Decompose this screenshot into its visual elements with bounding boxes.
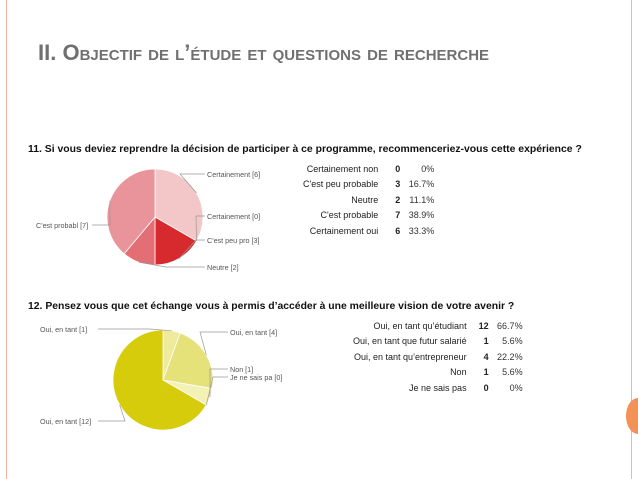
chart1-callout-1: Certainement [6]	[207, 170, 260, 179]
chart1-row4-count: 7	[395, 210, 401, 221]
chart2-leader-line-1	[98, 328, 172, 332]
table-row: Neutre 2 11.1%	[303, 192, 434, 208]
chart2-row5-count: 0	[483, 382, 489, 393]
chart1-row5-percent: 33.3%	[408, 225, 435, 236]
chart1-row1-count: 0	[395, 163, 401, 174]
chart1-pie: Certainement [6] Certainement [0] C'est …	[36, 168, 260, 272]
chart2-leader-line-5	[98, 404, 126, 422]
chart2-row5-percent: 0%	[509, 382, 523, 393]
table-row: Je ne sais pas 0 0%	[353, 380, 523, 396]
chart1-row1-percent: 0%	[421, 163, 435, 174]
slide-title: II. Objectif de l’étude et questions de …	[38, 37, 598, 68]
chart2-row3-label: Oui, en tant qu’entrepreneur	[354, 351, 467, 362]
chart2-row2-count: 1	[483, 336, 489, 347]
chart2-row4-count: 1	[483, 367, 489, 378]
chart2-row2-label: Oui, en tant que futur salarié	[353, 336, 467, 347]
chart2-row1-count: 12	[478, 320, 489, 331]
chart1-row2-label: C'est peu probable	[303, 179, 379, 190]
chart1-row3-percent: 11.1%	[409, 194, 435, 205]
chart2-table: Oui, en tant qu’étudiant 12 66.7% Oui, e…	[353, 318, 523, 396]
chart2-row3-percent: 22.2%	[497, 351, 523, 362]
chart1-row1-label: Certainement non	[306, 163, 379, 174]
chart2-row4-percent: 5.6%	[502, 367, 523, 378]
chart1-leader-line-1	[179, 173, 205, 194]
chart2-row4-label: Non	[450, 367, 467, 378]
left-border-line	[6, 0, 7, 479]
chart1-row4-label: C'est probable	[320, 210, 379, 221]
chart2-slice-5	[112, 329, 207, 431]
chart1-row2-percent: 16.7%	[408, 179, 435, 190]
slide-title-text: Objectif de l’étude et questions de rech…	[62, 40, 490, 65]
chart2-callout-2: Oui, en tant [4]	[230, 328, 277, 337]
chart2-leader-line-4	[205, 376, 228, 406]
chart1-row5-label: Certainement oui	[309, 225, 379, 236]
table-row: C'est peu probable 3 16.7%	[303, 177, 434, 193]
chart1-callout-5: C'est probabl [7]	[36, 221, 88, 230]
chart1-leader-line-4	[138, 261, 205, 268]
chart1-row3-count: 2	[395, 194, 401, 205]
chart2-row5-label: Je ne sais pas	[409, 382, 467, 393]
chart1-table: Certainement non 0 0% C'est peu probable…	[303, 161, 434, 239]
chart2-leader-line-3	[209, 368, 228, 398]
chart1-leader-line-3	[178, 239, 205, 259]
chart2-callout-4: Je ne sais pa [0]	[230, 373, 282, 382]
slide-title-prefix: II.	[38, 40, 63, 65]
chart1-leader-line-2	[195, 215, 205, 242]
table-row: C'est probable 7 38.9%	[303, 208, 435, 224]
chart1-row3-label: Neutre	[351, 194, 379, 205]
chart2-slice-2	[162, 332, 214, 390]
chart2-title: 12. Pensez vous que cet échange vous à p…	[28, 301, 515, 312]
chart1-row5-count: 6	[395, 225, 401, 236]
chart1-callout-4: Neutre [2]	[207, 263, 239, 272]
chart1-callout-2: Certainement [0]	[207, 212, 260, 221]
chart2-row3-count: 4	[483, 351, 489, 362]
chart2-callout-5: Oui, en tant [12]	[40, 417, 91, 426]
chart1-row2-count: 3	[395, 179, 401, 190]
table-row: Oui, en tant que futur salarié 1 5.6%	[353, 334, 523, 350]
table-row: Oui, en tant qu’entrepreneur 4 22.2%	[353, 349, 523, 365]
chart2-row1-percent: 66.7%	[497, 320, 523, 331]
chart2-leader-line-2	[199, 331, 228, 356]
chart2-callout-3: Non [1]	[230, 365, 253, 374]
chart2-row1-label: Oui, en tant qu’étudiant	[373, 320, 467, 331]
chart1-callout-3: C'est peu pro [3]	[207, 236, 260, 245]
table-row: Oui, en tant qu’étudiant 12 66.7%	[353, 318, 523, 334]
chart2-row2-percent: 5.6%	[502, 336, 523, 347]
table-row: Certainement oui 6 33.3%	[303, 223, 435, 239]
right-border-line	[631, 0, 632, 479]
chart2-callout-1: Oui, en tant [1]	[40, 325, 87, 334]
edge-tab-decoration	[626, 398, 638, 434]
chart1-title: 11. Si vous deviez reprendre la décision…	[28, 144, 582, 155]
chart2-pie: Oui, en tant [1] Oui, en tant [4] Non [1…	[40, 325, 282, 431]
table-row: Certainement non 0 0%	[303, 161, 435, 177]
table-row: Non 1 5.6%	[353, 365, 523, 381]
chart1-leader-line-5	[92, 200, 111, 226]
chart1-row4-percent: 38.9%	[408, 210, 435, 221]
